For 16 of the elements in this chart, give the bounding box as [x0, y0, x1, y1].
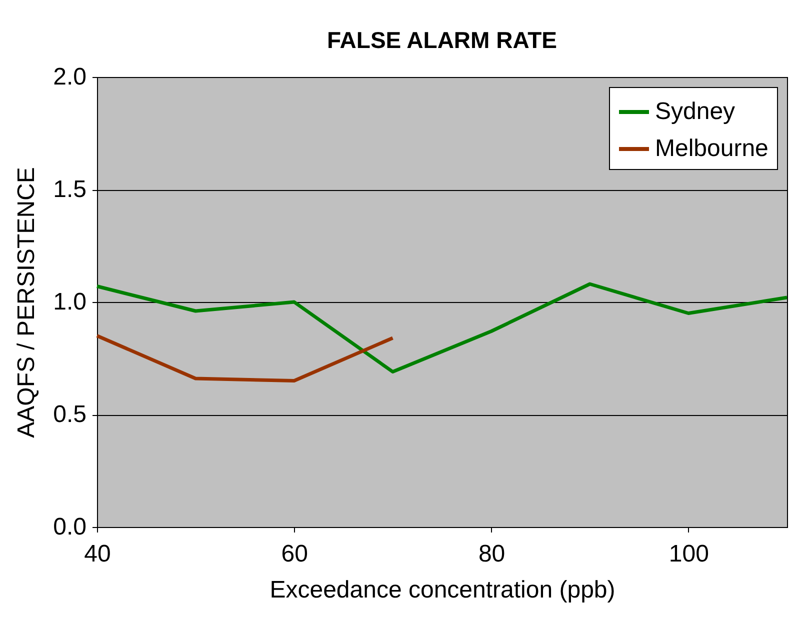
line-series — [95, 334, 394, 382]
y-axis-title: AAQFS / PERSISTENCE — [13, 167, 40, 438]
y-tick-label: 0.0 — [53, 514, 86, 540]
y-tick-label: 1.5 — [53, 176, 86, 203]
line-series — [95, 282, 789, 374]
legend-label: Sydney — [655, 98, 736, 125]
x-axis-title: Exceedance concentration (ppb) — [270, 576, 616, 604]
x-tick-label: 60 — [281, 540, 308, 568]
y-tick-label: 2.0 — [53, 64, 86, 90]
y-tick-label: 1.0 — [53, 288, 86, 316]
x-tick-label: 100 — [668, 540, 709, 568]
x-tick-label: 80 — [478, 540, 506, 568]
y-tick-label: 0.5 — [53, 401, 86, 428]
chart-title: FALSE ALARM RATE — [327, 27, 557, 53]
legend-label: Melbourne — [655, 135, 768, 162]
x-tick-label: 40 — [84, 540, 111, 568]
